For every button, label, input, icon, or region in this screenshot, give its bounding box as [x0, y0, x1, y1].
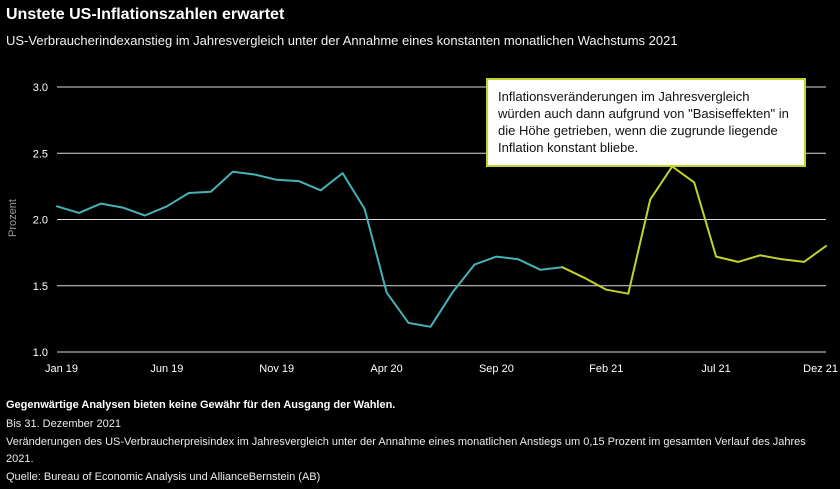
- footer-note: Veränderungen des US-Verbraucherpreisind…: [6, 436, 806, 465]
- x-tick-label: Nov 19: [259, 363, 294, 375]
- x-tick-label: Dez 21: [803, 363, 838, 375]
- x-tick-label: Feb 21: [589, 363, 623, 375]
- x-tick-label: Sep 20: [479, 363, 514, 375]
- x-tick-label: Jul 21: [701, 363, 730, 375]
- y-tick-label: 3.0: [33, 82, 48, 94]
- y-tick-label: 1.5: [33, 281, 48, 293]
- x-tick-label: Apr 20: [370, 363, 402, 375]
- y-tick-label: 2.5: [33, 148, 48, 160]
- annotation-box: Inflationsveränderungen im Jahresverglei…: [486, 78, 806, 167]
- footer-as-of: Bis 31. Dezember 2021: [6, 417, 121, 430]
- x-tick-label: Jan 19: [45, 363, 78, 375]
- footer-disclaimer: Gegenwärtige Analysen bieten keine Gewäh…: [6, 399, 396, 411]
- annotation-text: Inflationsveränderungen im Jahresverglei…: [498, 89, 789, 156]
- series-line-actual: [56, 170, 564, 328]
- y-tick-label: 2.0: [33, 215, 48, 227]
- chart-title: Unstete US-Inflationszahlen erwartet: [6, 6, 285, 23]
- y-tick-label: 1.0: [33, 347, 48, 359]
- x-tick-label: Jun 19: [150, 363, 183, 375]
- y-axis-label: Prozent: [7, 199, 19, 237]
- series-line-projection: [561, 165, 827, 295]
- footer: Gegenwärtige Analysen bieten keine Gewäh…: [6, 397, 830, 488]
- chart-subtitle: US-Verbraucherindexanstieg im Jahresverg…: [6, 33, 678, 48]
- footer-source: Quelle: Bureau of Economic Analysis und …: [6, 471, 321, 483]
